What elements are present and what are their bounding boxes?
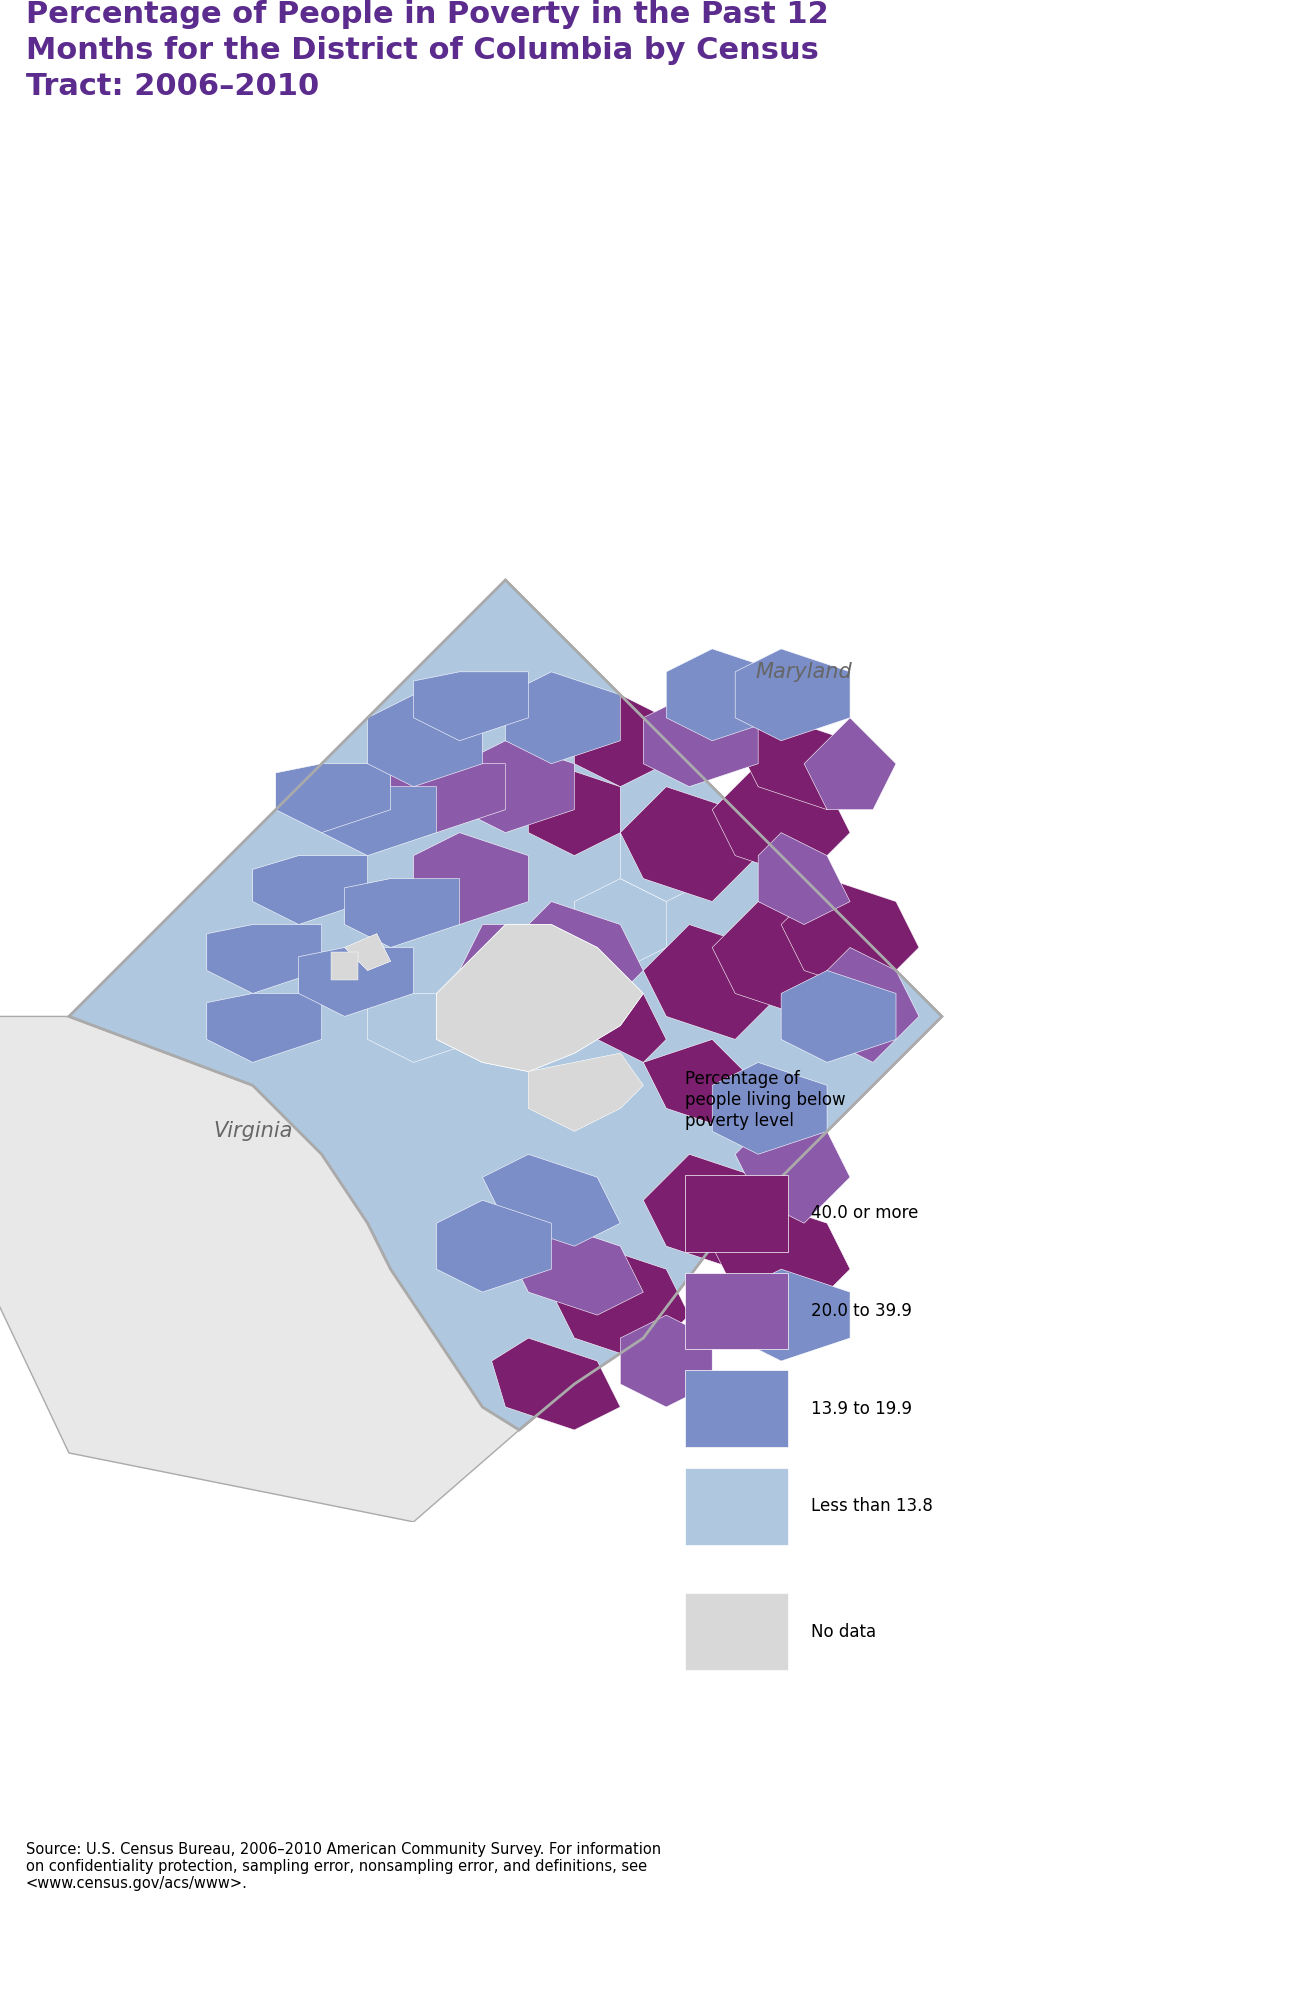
Polygon shape — [804, 947, 919, 1062]
Polygon shape — [505, 672, 621, 763]
Polygon shape — [735, 650, 850, 741]
Text: Virginia: Virginia — [213, 1122, 293, 1142]
Polygon shape — [574, 993, 666, 1062]
Polygon shape — [574, 696, 666, 787]
Polygon shape — [368, 696, 482, 787]
Polygon shape — [781, 971, 896, 1062]
Text: 20.0 to 39.9: 20.0 to 39.9 — [811, 1301, 911, 1319]
Text: Source: U.S. Census Bureau, 2006–2010 American Community Survey. For information: Source: U.S. Census Bureau, 2006–2010 Am… — [26, 1842, 661, 1891]
Polygon shape — [276, 763, 390, 833]
Polygon shape — [713, 901, 850, 1016]
Text: Percentage of People in Poverty in the Past 12
Months for the District of Columb: Percentage of People in Poverty in the P… — [26, 0, 828, 102]
Polygon shape — [207, 993, 321, 1062]
Polygon shape — [345, 935, 390, 971]
Polygon shape — [345, 935, 390, 971]
Polygon shape — [643, 1040, 758, 1132]
Polygon shape — [621, 809, 713, 901]
Polygon shape — [735, 1108, 850, 1224]
Polygon shape — [253, 855, 368, 925]
Polygon shape — [643, 696, 758, 787]
Polygon shape — [529, 763, 621, 855]
Polygon shape — [666, 650, 781, 741]
Polygon shape — [735, 1270, 850, 1361]
Polygon shape — [621, 787, 758, 901]
Polygon shape — [413, 672, 529, 741]
Polygon shape — [781, 879, 919, 993]
Polygon shape — [298, 947, 413, 1016]
Polygon shape — [482, 1154, 621, 1246]
FancyBboxPatch shape — [686, 1274, 788, 1349]
Text: Less than 13.8: Less than 13.8 — [811, 1497, 933, 1515]
Polygon shape — [621, 1315, 713, 1407]
FancyBboxPatch shape — [686, 1467, 788, 1545]
Polygon shape — [735, 717, 874, 809]
Polygon shape — [460, 971, 551, 1052]
Polygon shape — [551, 1246, 689, 1361]
FancyBboxPatch shape — [686, 1371, 788, 1447]
Polygon shape — [0, 1016, 520, 1523]
FancyBboxPatch shape — [686, 1176, 788, 1252]
Polygon shape — [207, 925, 321, 993]
Polygon shape — [460, 925, 551, 993]
Polygon shape — [713, 1200, 850, 1315]
Polygon shape — [437, 925, 643, 1072]
Polygon shape — [321, 787, 437, 855]
FancyBboxPatch shape — [686, 1594, 788, 1670]
Polygon shape — [460, 741, 574, 833]
Polygon shape — [413, 833, 529, 925]
Polygon shape — [574, 879, 666, 971]
Text: Percentage of
people living below
poverty level: Percentage of people living below povert… — [686, 1070, 846, 1130]
Polygon shape — [437, 925, 643, 1072]
Polygon shape — [643, 925, 781, 1040]
Polygon shape — [529, 1052, 643, 1132]
Polygon shape — [437, 1200, 551, 1291]
Text: 40.0 or more: 40.0 or more — [811, 1204, 918, 1222]
Polygon shape — [529, 1052, 643, 1132]
Polygon shape — [330, 953, 359, 981]
Polygon shape — [643, 1154, 781, 1270]
Polygon shape — [69, 580, 942, 1429]
Polygon shape — [758, 833, 850, 925]
Polygon shape — [713, 763, 850, 879]
Text: No data: No data — [811, 1622, 876, 1640]
Text: Maryland: Maryland — [756, 662, 853, 682]
Polygon shape — [491, 1337, 621, 1429]
Polygon shape — [804, 717, 896, 809]
Polygon shape — [368, 993, 482, 1062]
Polygon shape — [505, 901, 643, 1016]
Text: 13.9 to 19.9: 13.9 to 19.9 — [811, 1399, 912, 1417]
Polygon shape — [345, 879, 460, 947]
Polygon shape — [390, 763, 505, 833]
Polygon shape — [505, 1224, 643, 1315]
Polygon shape — [713, 1062, 827, 1154]
